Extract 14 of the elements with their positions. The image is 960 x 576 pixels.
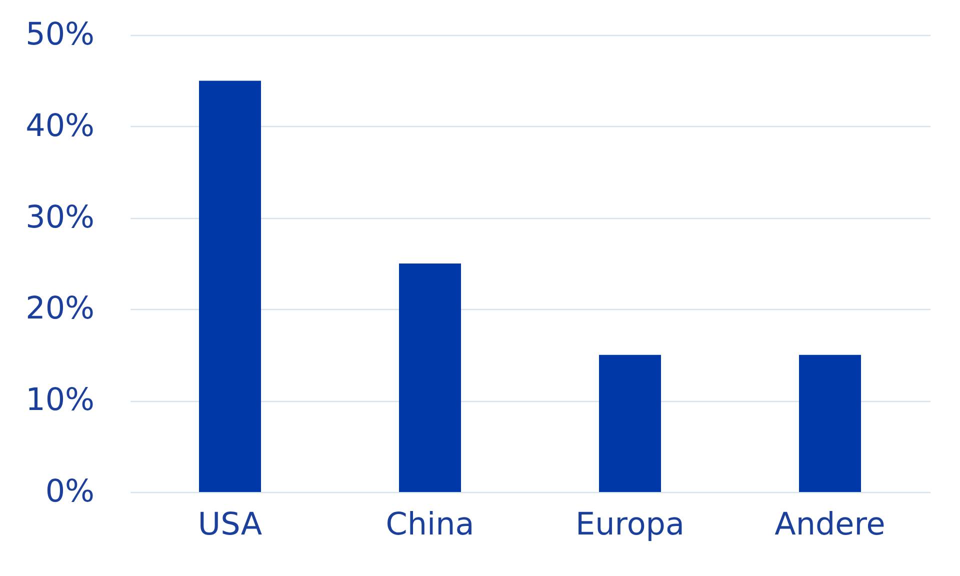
y-tick-label: 50% [26, 16, 94, 52]
x-tick-label: USA [198, 506, 262, 542]
bar [599, 354, 661, 492]
y-tick-label: 40% [26, 108, 94, 144]
y-tick-label: 30% [26, 199, 94, 236]
x-tick-label: China [386, 506, 474, 542]
y-tick-label: 20% [26, 290, 94, 327]
x-tick-label: Europa [576, 506, 684, 542]
bar [799, 354, 861, 492]
bar [199, 80, 261, 492]
y-tick-label: 0% [45, 474, 94, 510]
x-tick-label: Andere [774, 506, 886, 542]
y-tick-label: 10% [26, 382, 94, 418]
bar [399, 264, 461, 492]
